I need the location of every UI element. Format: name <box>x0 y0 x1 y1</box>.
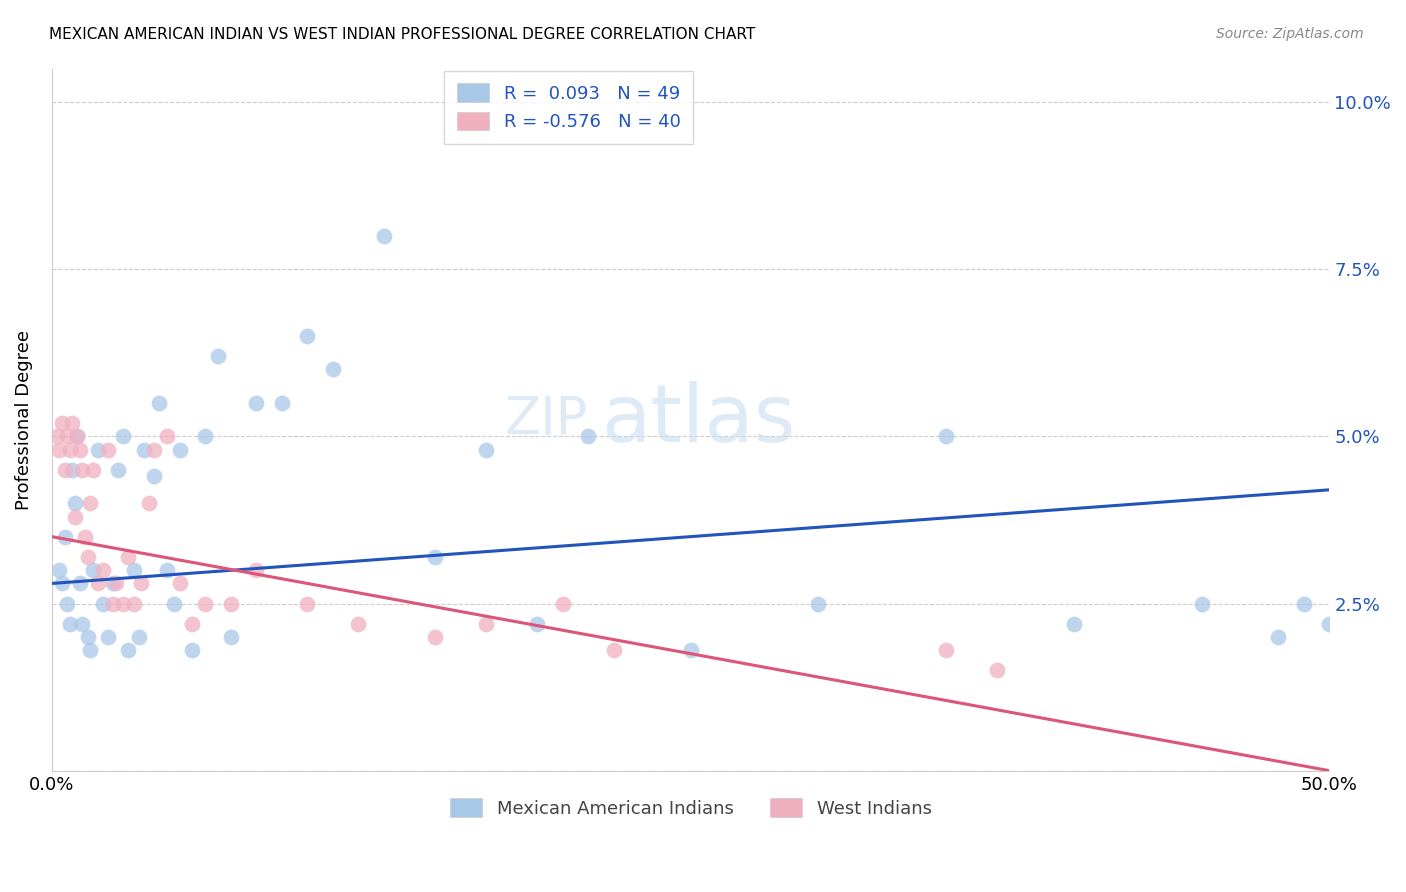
Point <box>986 664 1008 678</box>
Point <box>87 442 110 457</box>
Point <box>207 349 229 363</box>
Point <box>526 616 548 631</box>
Point <box>51 416 73 430</box>
Point <box>679 643 702 657</box>
Point <box>60 416 83 430</box>
Point <box>104 576 127 591</box>
Point <box>181 616 204 631</box>
Point <box>45 429 67 443</box>
Point <box>82 563 104 577</box>
Y-axis label: Professional Degree: Professional Degree <box>15 330 32 509</box>
Point <box>1319 616 1341 631</box>
Point <box>59 616 82 631</box>
Point <box>423 630 446 644</box>
Point <box>148 396 170 410</box>
Point <box>76 549 98 564</box>
Legend: Mexican American Indians, West Indians: Mexican American Indians, West Indians <box>443 791 939 825</box>
Point <box>56 597 79 611</box>
Point <box>156 563 179 577</box>
Point <box>128 630 150 644</box>
Point <box>169 442 191 457</box>
Text: Source: ZipAtlas.com: Source: ZipAtlas.com <box>1216 27 1364 41</box>
Text: ZIP: ZIP <box>505 393 588 446</box>
Point <box>219 597 242 611</box>
Point <box>181 643 204 657</box>
Point <box>373 228 395 243</box>
Point <box>1063 616 1085 631</box>
Point <box>1267 630 1289 644</box>
Text: MEXICAN AMERICAN INDIAN VS WEST INDIAN PROFESSIONAL DEGREE CORRELATION CHART: MEXICAN AMERICAN INDIAN VS WEST INDIAN P… <box>49 27 755 42</box>
Point <box>91 563 114 577</box>
Point <box>245 563 267 577</box>
Point <box>129 576 152 591</box>
Point <box>63 496 86 510</box>
Point <box>69 442 91 457</box>
Point <box>132 442 155 457</box>
Point <box>935 643 957 657</box>
Point <box>143 469 166 483</box>
Point <box>807 597 830 611</box>
Point <box>56 429 79 443</box>
Point <box>297 597 319 611</box>
Point <box>79 496 101 510</box>
Point <box>69 576 91 591</box>
Point <box>143 442 166 457</box>
Point <box>194 429 217 443</box>
Point <box>53 463 76 477</box>
Point <box>60 463 83 477</box>
Point <box>603 643 626 657</box>
Point <box>48 442 70 457</box>
Point <box>107 463 129 477</box>
Text: atlas: atlas <box>602 381 796 458</box>
Point <box>82 463 104 477</box>
Point <box>66 429 89 443</box>
Point <box>935 429 957 443</box>
Point <box>423 549 446 564</box>
Point <box>163 597 186 611</box>
Point <box>1191 597 1213 611</box>
Point <box>112 597 135 611</box>
Point <box>59 442 82 457</box>
Point <box>53 530 76 544</box>
Point <box>138 496 160 510</box>
Point <box>156 429 179 443</box>
Point <box>169 576 191 591</box>
Point <box>72 616 94 631</box>
Point <box>117 643 139 657</box>
Point <box>51 576 73 591</box>
Point <box>551 597 574 611</box>
Point <box>347 616 370 631</box>
Point <box>48 563 70 577</box>
Point <box>73 530 96 544</box>
Point <box>87 576 110 591</box>
Point <box>122 563 145 577</box>
Point <box>194 597 217 611</box>
Point <box>245 396 267 410</box>
Point <box>112 429 135 443</box>
Point <box>475 616 498 631</box>
Point <box>270 396 292 410</box>
Point <box>97 442 120 457</box>
Point <box>576 429 599 443</box>
Point <box>91 597 114 611</box>
Point <box>101 576 124 591</box>
Point <box>66 429 89 443</box>
Point <box>76 630 98 644</box>
Point <box>97 630 120 644</box>
Point <box>72 463 94 477</box>
Point <box>63 509 86 524</box>
Point <box>101 597 124 611</box>
Point <box>79 643 101 657</box>
Point <box>219 630 242 644</box>
Point <box>1292 597 1315 611</box>
Point <box>322 362 344 376</box>
Point <box>297 329 319 343</box>
Point <box>122 597 145 611</box>
Point <box>117 549 139 564</box>
Point <box>475 442 498 457</box>
